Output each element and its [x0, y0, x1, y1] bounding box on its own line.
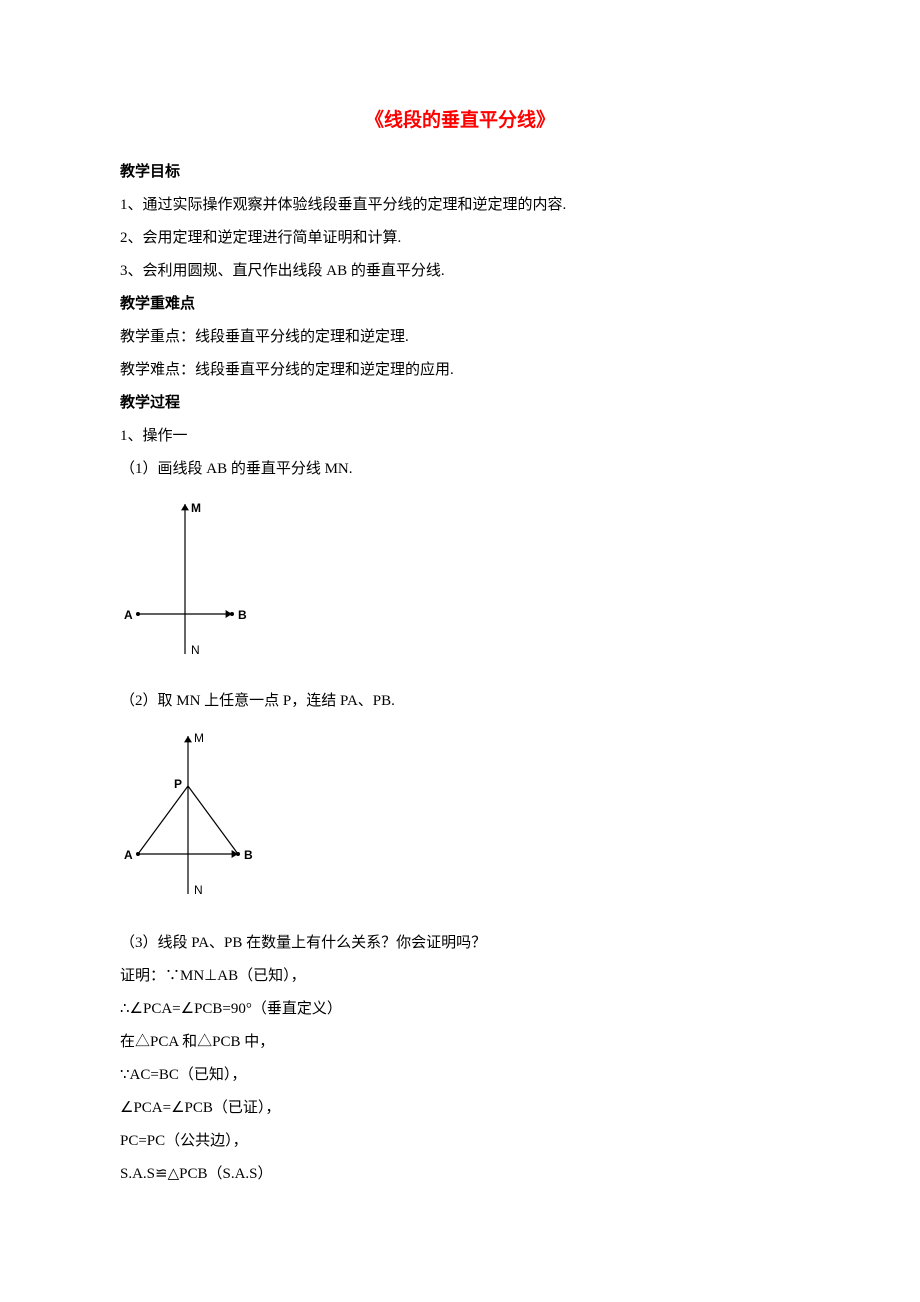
page-title: 《线段的垂直平分线》 [120, 100, 800, 142]
objective-item: 1、通过实际操作观察并体验线段垂直平分线的定理和逆定理的内容. [120, 189, 800, 222]
diagram-1: A B M N [120, 494, 800, 677]
svg-text:A: A [124, 848, 133, 862]
triangle-pab-diagram: A B M N P [120, 726, 260, 906]
svg-text:B: B [238, 608, 247, 622]
process-step1: （1）画线段 AB 的垂直平分线 MN. [120, 453, 800, 486]
process-step2: （2）取 MN 上任意一点 P，连结 PA、PB. [120, 685, 800, 718]
process-op1: 1、操作一 [120, 420, 800, 453]
proof-line: ∵AC=BC（已知）， [120, 1059, 800, 1092]
perpendicular-bisector-diagram: A B M N [120, 494, 250, 664]
keypoint-item: 教学难点：线段垂直平分线的定理和逆定理的应用. [120, 354, 800, 387]
objective-item: 2、会用定理和逆定理进行简单证明和计算. [120, 222, 800, 255]
diagram-2: A B M N P [120, 726, 800, 919]
proof-line: 在△PCA 和△PCB 中， [120, 1026, 800, 1059]
proof-line: 证明：∵MN⊥AB（已知）， [120, 960, 800, 993]
svg-text:M: M [191, 501, 201, 515]
svg-text:N: N [191, 643, 200, 657]
objective-item: 3、会利用圆规、直尺作出线段 AB 的垂直平分线. [120, 255, 800, 288]
proof-line: PC=PC（公共边）， [120, 1125, 800, 1158]
process-step3: （3）线段 PA、PB 在数量上有什么关系？你会证明吗？ [120, 927, 800, 960]
svg-text:A: A [124, 608, 133, 622]
proof-line: ∴∠PCA=∠PCB=90°（垂直定义） [120, 993, 800, 1026]
svg-text:N: N [194, 883, 203, 897]
svg-text:P: P [174, 777, 182, 791]
process-heading: 教学过程 [120, 387, 800, 420]
proof-line: ∠PCA=∠PCB（已证）， [120, 1092, 800, 1125]
svg-text:M: M [194, 731, 204, 745]
keypoints-heading: 教学重难点 [120, 288, 800, 321]
proof-line: S.A.S≌△PCB（S.A.S） [120, 1158, 800, 1191]
keypoint-item: 教学重点：线段垂直平分线的定理和逆定理. [120, 321, 800, 354]
objectives-heading: 教学目标 [120, 156, 800, 189]
svg-text:B: B [244, 848, 253, 862]
